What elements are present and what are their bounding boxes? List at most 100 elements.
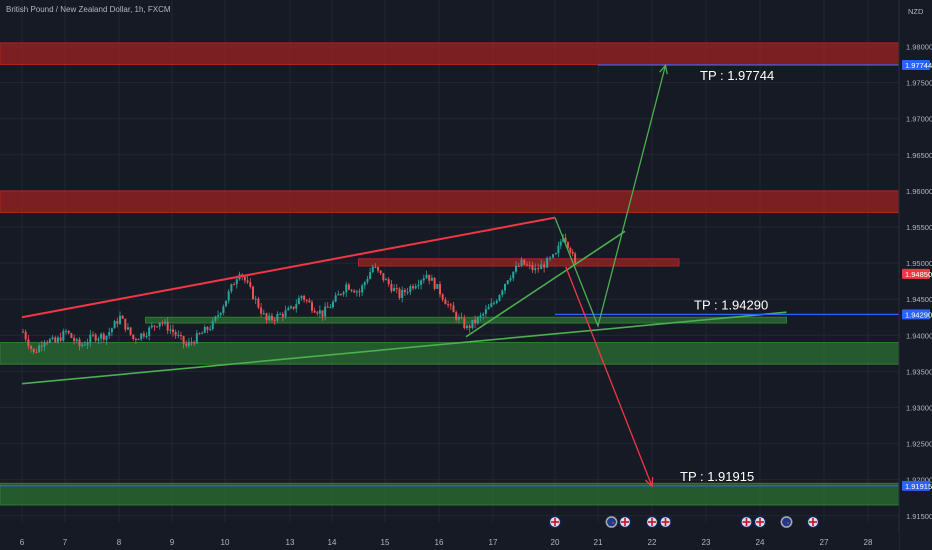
candle-body xyxy=(94,334,97,341)
candle-body xyxy=(108,332,111,336)
candle-body xyxy=(214,316,217,321)
candle xyxy=(436,283,439,290)
uk-flag-icon xyxy=(659,515,672,529)
candle xyxy=(387,276,390,287)
candle-body xyxy=(417,284,420,287)
candle xyxy=(227,289,230,304)
candle-body xyxy=(268,315,271,321)
y-tick-label: 1.92000 xyxy=(906,476,932,485)
arrow-down-path xyxy=(565,266,653,487)
candle-body xyxy=(209,328,212,330)
candle-body xyxy=(313,310,316,313)
x-tick-label: 8 xyxy=(117,538,122,547)
candle-body xyxy=(355,291,358,293)
candle-body xyxy=(65,330,67,332)
candle-body xyxy=(369,272,372,279)
candle-body xyxy=(260,307,263,314)
candle-body xyxy=(102,333,105,340)
candle xyxy=(158,322,161,330)
candle xyxy=(190,337,193,346)
candle xyxy=(92,331,94,338)
candle-body xyxy=(504,283,506,291)
candle-body xyxy=(403,289,406,293)
candle xyxy=(326,302,329,308)
candle xyxy=(329,304,332,309)
candle xyxy=(24,329,27,342)
candle-body xyxy=(81,344,84,347)
candle-body xyxy=(534,268,537,271)
candle xyxy=(313,307,316,314)
candle xyxy=(108,327,111,339)
candle xyxy=(342,290,345,297)
candle-body xyxy=(43,342,46,347)
x-tick-label: 17 xyxy=(489,538,498,547)
candle xyxy=(121,315,124,319)
candle xyxy=(531,261,534,274)
candle-body xyxy=(555,253,557,255)
candle xyxy=(363,280,366,290)
x-tick-label: 15 xyxy=(381,538,390,547)
candle-body xyxy=(334,295,337,302)
candle-body xyxy=(339,294,342,296)
candle-body xyxy=(201,332,204,334)
resistance-zone xyxy=(0,42,900,66)
candle-body xyxy=(145,335,148,337)
candle-body xyxy=(474,319,477,324)
take-profit-label: TP : 1.97744 xyxy=(700,68,774,83)
candle-body xyxy=(398,288,401,298)
take-profit-badge xyxy=(902,480,930,491)
uk-flag-icon xyxy=(618,515,632,529)
candle xyxy=(254,295,257,305)
uk-flag-icon xyxy=(806,515,820,529)
candle-body xyxy=(156,326,159,328)
candle-body xyxy=(361,285,364,293)
candle xyxy=(279,311,282,315)
candle xyxy=(337,290,340,296)
candle-body xyxy=(287,308,290,311)
candle xyxy=(134,337,137,344)
trendline-channel-upper xyxy=(21,216,556,319)
candle xyxy=(257,296,260,310)
candle xyxy=(398,287,401,300)
candle-body xyxy=(246,280,249,283)
candle-body xyxy=(279,313,282,315)
candle xyxy=(116,317,119,328)
candle-body xyxy=(56,337,59,343)
candle xyxy=(292,306,295,311)
y-tick-label: 1.93000 xyxy=(906,404,932,413)
candle xyxy=(67,330,70,335)
candle xyxy=(449,302,452,310)
candle-body xyxy=(326,306,329,308)
candle-body xyxy=(566,242,569,249)
candle xyxy=(559,238,562,250)
candle-body xyxy=(158,322,161,327)
candle xyxy=(552,253,555,259)
y-tick-label: 1.96500 xyxy=(906,151,932,160)
candle xyxy=(324,302,327,321)
candle-body xyxy=(350,289,353,291)
candle xyxy=(390,280,393,294)
take-profit-badge-value: 1.91915 xyxy=(905,482,932,491)
candle-body xyxy=(129,327,132,335)
candle xyxy=(403,287,406,296)
candle xyxy=(366,275,369,285)
candle-body xyxy=(559,241,562,246)
candle-body xyxy=(493,303,495,305)
arrows xyxy=(554,63,668,488)
candle-body xyxy=(385,279,387,281)
candle-body xyxy=(219,312,222,316)
candle-body xyxy=(174,332,177,336)
candle-body xyxy=(444,299,447,305)
candle-body xyxy=(187,341,190,346)
candle xyxy=(457,314,460,324)
candle xyxy=(371,264,374,274)
arrow-up-path xyxy=(554,65,667,329)
candle-body xyxy=(311,302,313,311)
candle xyxy=(193,340,196,346)
time-axis: 6 7 8 9 10 13 14 15 16 17 20 21 22 23 24 27 28 xyxy=(0,532,899,550)
candle-body xyxy=(32,348,35,352)
candle xyxy=(281,311,284,322)
candle-body xyxy=(161,322,164,324)
candle-body xyxy=(318,310,321,314)
